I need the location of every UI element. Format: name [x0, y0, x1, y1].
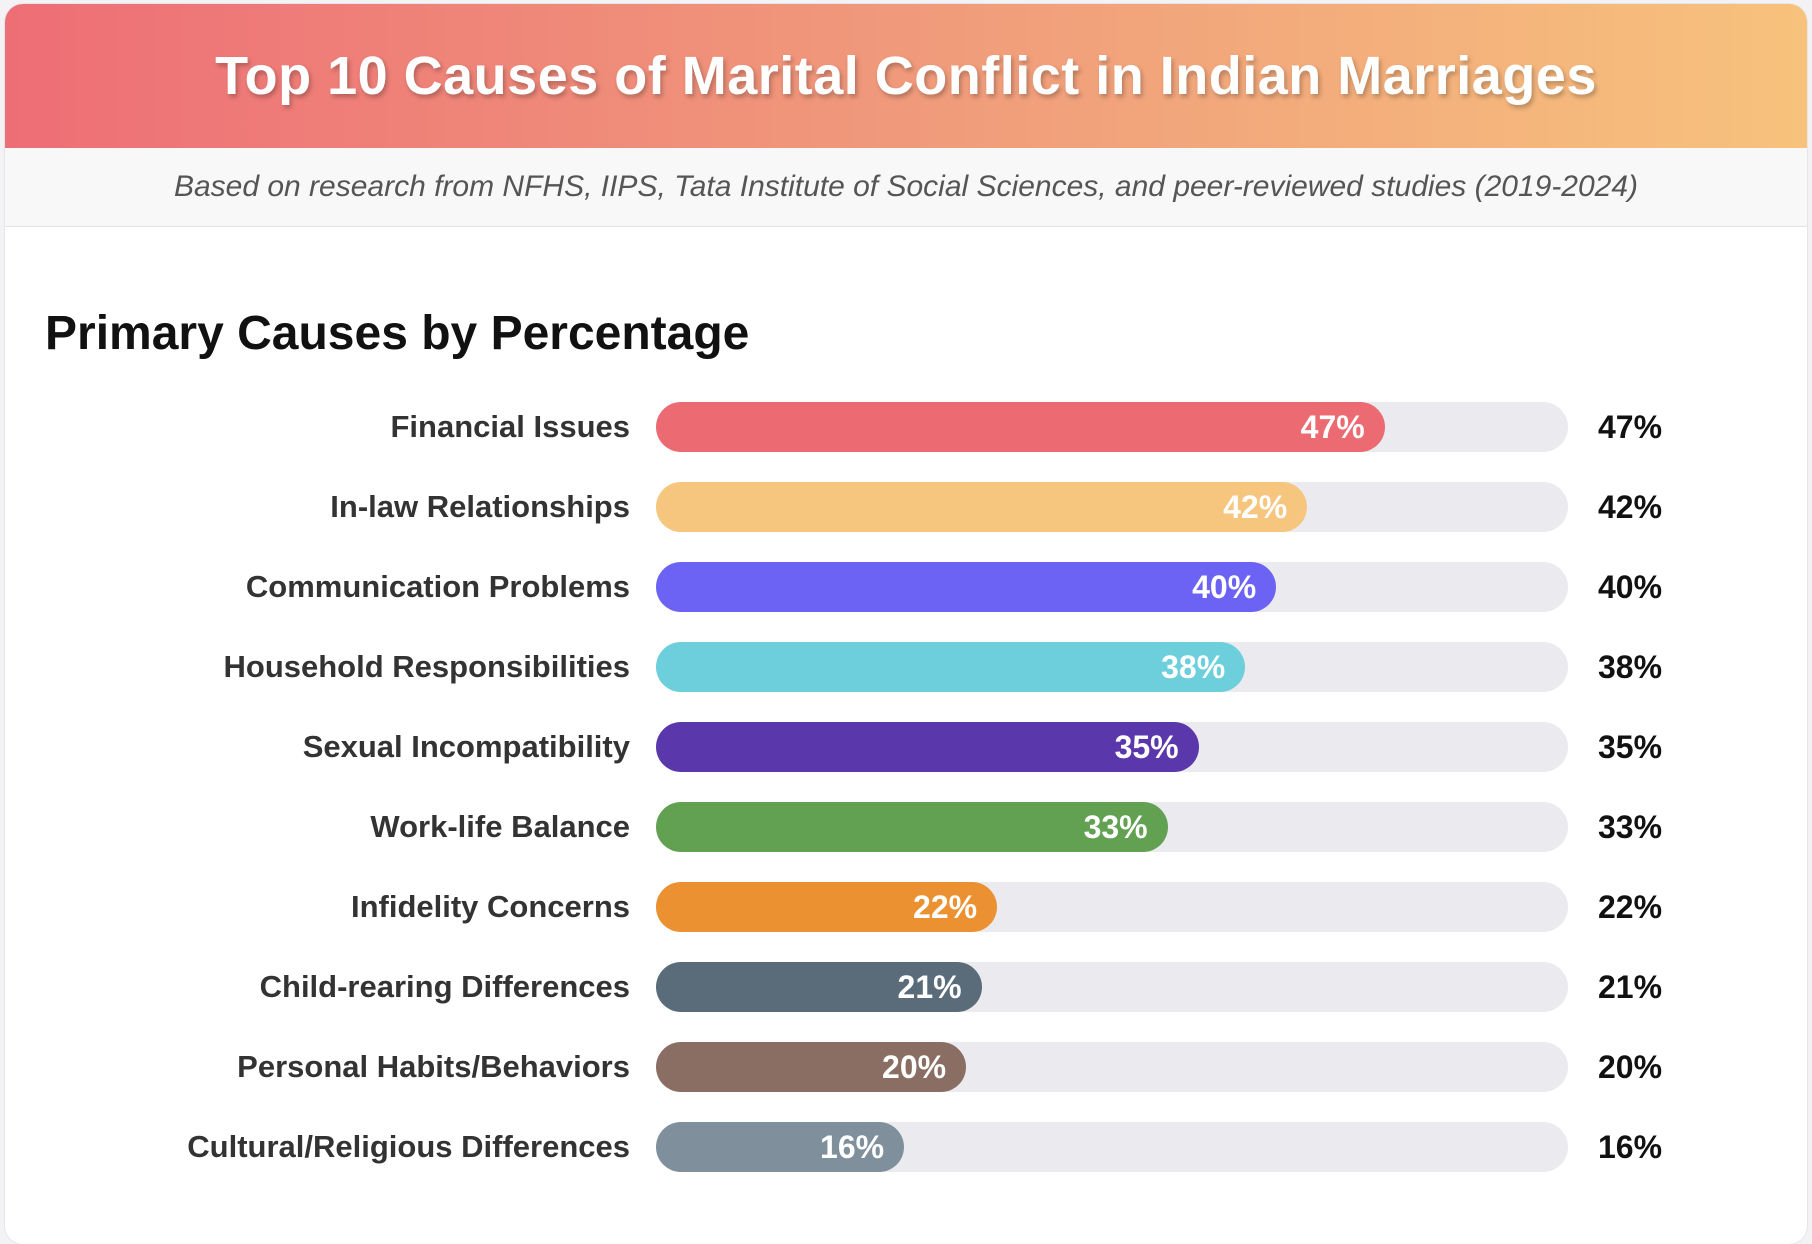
- page-subtitle: Based on research from NFHS, IIPS, Tata …: [173, 170, 1639, 203]
- bar-value-label: 42%: [1598, 489, 1663, 525]
- bar-value-label: 40%: [1598, 569, 1663, 605]
- bar-value-label: 21%: [1598, 969, 1663, 1005]
- bar-category-label: Personal Habits/Behaviors: [237, 1049, 630, 1084]
- bar-row: In-law Relationships 42% 42%: [5, 482, 1807, 562]
- page-header: Top 10 Causes of Marital Conflict in Ind…: [5, 4, 1807, 148]
- bar-category-label: Cultural/Religious Differences: [187, 1129, 630, 1164]
- bar-row: Infidelity Concerns 22% 22%: [5, 882, 1807, 962]
- bar-track: 22%: [656, 882, 1568, 932]
- bar-row: Work-life Balance 33% 33%: [5, 802, 1807, 882]
- bar: 33%: [656, 802, 1168, 852]
- bar-track: 42%: [656, 482, 1568, 532]
- bar-data-label: 22%: [913, 888, 978, 925]
- chart-section-title: Primary Causes by Percentage: [45, 307, 750, 360]
- bar-row: Communication Problems 40% 40%: [5, 562, 1807, 642]
- bar-data-label: 47%: [1300, 408, 1365, 445]
- bar: 38%: [656, 642, 1246, 692]
- bar-data-label: 16%: [820, 1128, 885, 1165]
- bar-chart: Financial Issues 47% 47% In-law Relationshi…: [5, 402, 1807, 1202]
- bar: 47%: [656, 402, 1385, 452]
- bar-category-label: Financial Issues: [390, 409, 631, 444]
- bar-value-label: 16%: [1598, 1129, 1663, 1165]
- bar-value-label: 38%: [1598, 649, 1663, 685]
- bar-data-label: 20%: [882, 1048, 947, 1085]
- bar-track: 47%: [656, 402, 1568, 452]
- bar-category-label: In-law Relationships: [330, 489, 630, 524]
- page-subheader: Based on research from NFHS, IIPS, Tata …: [5, 148, 1807, 227]
- bar-track: 21%: [656, 962, 1568, 1012]
- bar-row: Cultural/Religious Differences 16% 16%: [5, 1122, 1807, 1202]
- bar-row: Child-rearing Differences 21% 21%: [5, 962, 1807, 1042]
- bar-data-label: 42%: [1223, 488, 1288, 525]
- bar: 22%: [656, 882, 998, 932]
- bar-category-label: Child-rearing Differences: [259, 969, 630, 1004]
- bar: 42%: [656, 482, 1308, 532]
- bar-category-label: Communication Problems: [245, 569, 630, 604]
- bar-row: Household Responsibilities 38% 38%: [5, 642, 1807, 722]
- bar-row: Sexual Incompatibility 35% 35%: [5, 722, 1807, 802]
- bar-category-label: Infidelity Concerns: [350, 889, 630, 924]
- bar-value-label: 22%: [1598, 889, 1663, 925]
- bar-category-label: Work-life Balance: [370, 809, 630, 844]
- bar-track: 38%: [656, 642, 1568, 692]
- bar: 35%: [656, 722, 1199, 772]
- bar: 16%: [656, 1122, 905, 1172]
- bar-category-label: Sexual Incompatibility: [302, 729, 630, 764]
- bar: 21%: [656, 962, 982, 1012]
- bar-data-label: 35%: [1114, 728, 1179, 765]
- bar-data-label: 38%: [1161, 648, 1226, 685]
- bar-track: 40%: [656, 562, 1568, 612]
- bar-data-label: 40%: [1192, 568, 1257, 605]
- bar-value-label: 35%: [1598, 729, 1663, 765]
- bar-row: Financial Issues 47% 47%: [5, 402, 1807, 482]
- bar: 40%: [656, 562, 1277, 612]
- bar-track: 35%: [656, 722, 1568, 772]
- bar-row: Personal Habits/Behaviors 20% 20%: [5, 1042, 1807, 1122]
- bar-data-label: 21%: [897, 968, 962, 1005]
- bar-data-label: 33%: [1083, 808, 1148, 845]
- bar-track: 16%: [656, 1122, 1568, 1172]
- bar-track: 33%: [656, 802, 1568, 852]
- bar: 20%: [656, 1042, 967, 1092]
- chart-card: Top 10 Causes of Marital Conflict in Ind…: [5, 4, 1807, 1244]
- page-title: Top 10 Causes of Marital Conflict in Ind…: [215, 46, 1597, 106]
- bar-track: 20%: [656, 1042, 1568, 1092]
- bar-value-label: 20%: [1598, 1049, 1663, 1085]
- bar-value-label: 33%: [1598, 809, 1663, 845]
- bar-category-label: Household Responsibilities: [223, 649, 631, 684]
- bar-value-label: 47%: [1598, 409, 1663, 445]
